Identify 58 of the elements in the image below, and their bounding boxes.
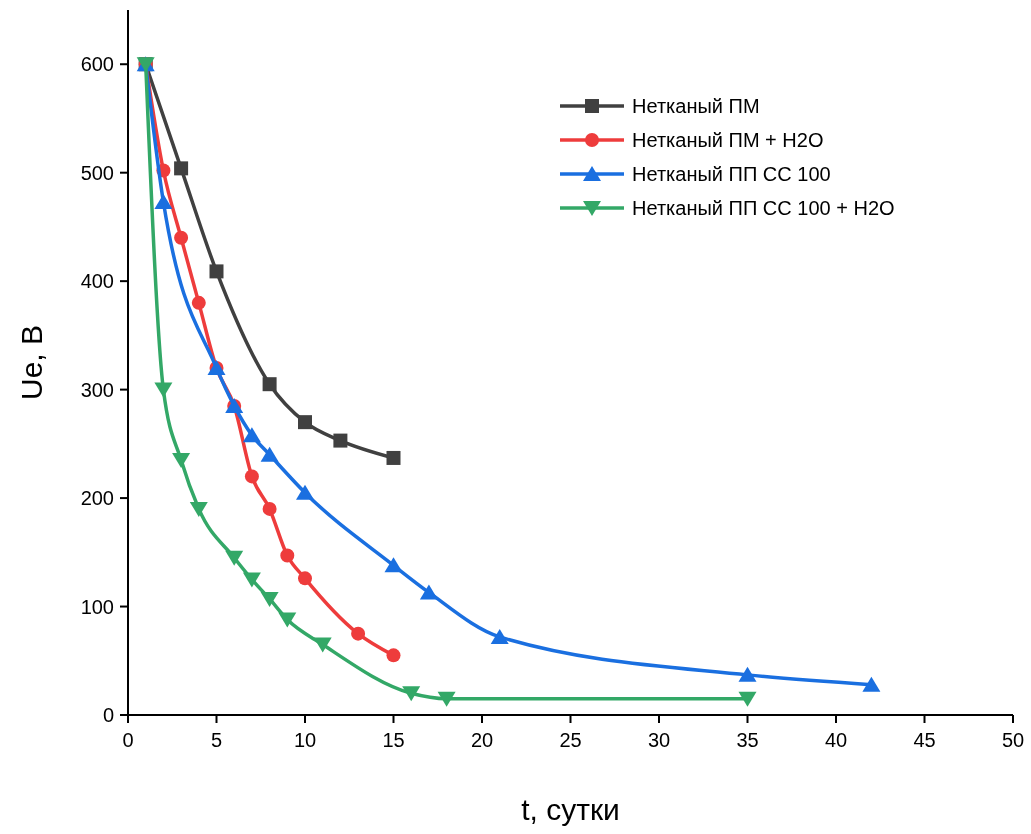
x-tick-label: 0	[122, 729, 134, 751]
point	[386, 450, 401, 465]
x-tick-label: 20	[470, 729, 494, 751]
point	[242, 427, 261, 443]
y-axis-title: Ue, В	[15, 324, 48, 401]
point	[298, 571, 312, 586]
point	[154, 193, 173, 209]
x-tick-label: 25	[559, 729, 582, 751]
point	[244, 469, 259, 484]
point	[386, 648, 401, 663]
y-tick-label: 500	[80, 161, 114, 184]
x-tick-label: 15	[382, 729, 405, 751]
y-tick-label: 200	[80, 487, 114, 510]
point	[242, 572, 261, 588]
x-tick-label: 10	[293, 729, 317, 751]
point	[262, 377, 277, 392]
legend-label: Нетканый ПП СС 100 + H2O	[632, 197, 895, 219]
point	[154, 382, 173, 398]
point	[296, 484, 314, 500]
point	[437, 691, 456, 707]
point	[738, 691, 757, 707]
x-tick-label: 30	[647, 729, 671, 751]
point	[209, 264, 224, 279]
point	[351, 626, 366, 641]
x-tick-label: 45	[913, 729, 936, 751]
point	[260, 446, 279, 462]
point	[313, 637, 332, 653]
point	[280, 548, 295, 563]
point	[333, 433, 348, 448]
point	[862, 676, 881, 692]
y-tick-label: 100	[80, 595, 114, 618]
point	[419, 584, 438, 600]
point	[298, 415, 312, 430]
point	[738, 666, 757, 682]
point	[191, 295, 206, 310]
y-tick-label: 300	[80, 378, 114, 401]
point	[384, 557, 403, 573]
y-tick-label: 0	[102, 704, 114, 726]
point	[174, 161, 189, 176]
legend-label: Нетканый ПП СС 100	[632, 163, 831, 185]
point	[260, 591, 279, 607]
point	[172, 453, 191, 469]
point	[174, 230, 189, 245]
x-tick-label: 50	[1001, 729, 1025, 751]
y-tick-label: 400	[80, 270, 114, 293]
point	[189, 501, 208, 517]
point	[225, 550, 244, 566]
point	[262, 501, 277, 516]
y-tick-label: 600	[80, 53, 114, 76]
point	[278, 612, 297, 628]
x-tick-label: 5	[210, 729, 223, 751]
legend-label: Нетканый ПМ	[632, 95, 760, 117]
x-tick-label: 35	[736, 729, 759, 751]
x-axis-title: t, сутки	[521, 793, 620, 826]
x-tick-label: 40	[824, 729, 848, 751]
point	[490, 628, 509, 644]
point	[402, 686, 421, 702]
legend-label: Нетканый ПМ + H2O	[632, 129, 824, 151]
